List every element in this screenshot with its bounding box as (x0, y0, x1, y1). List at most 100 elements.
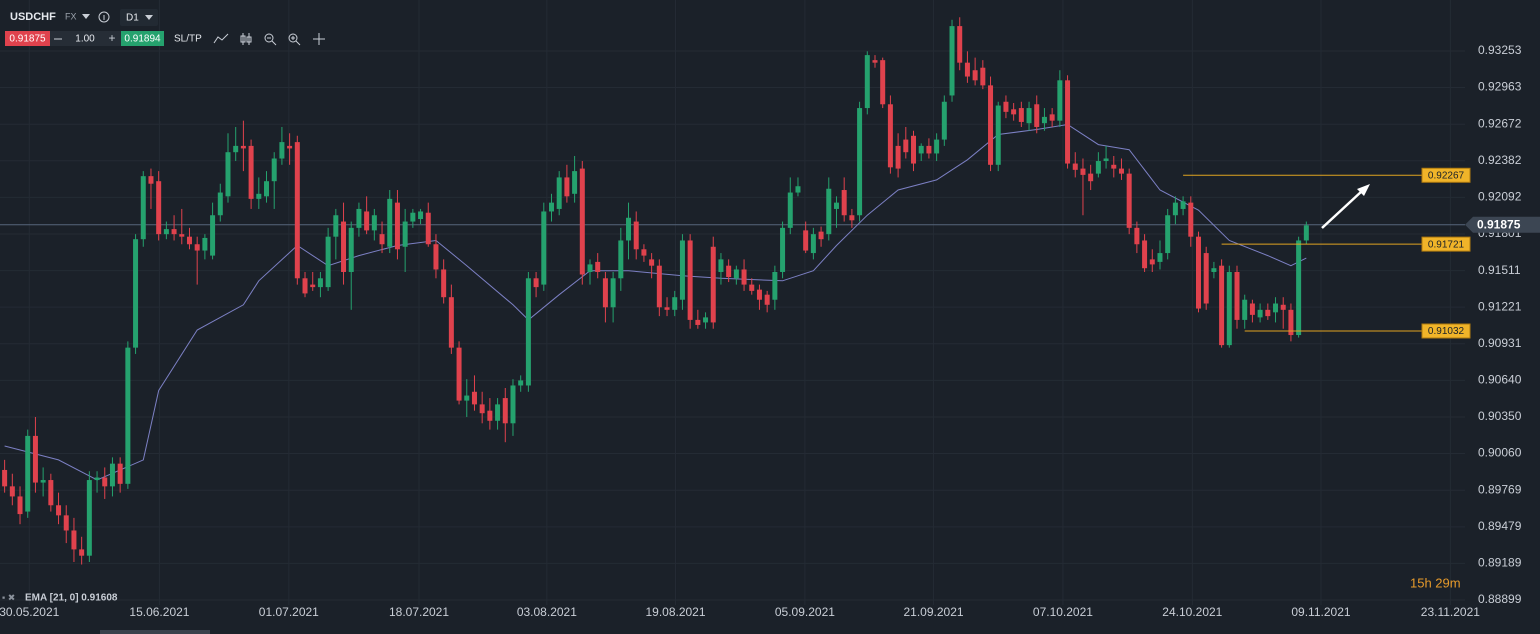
candle-body (525, 278, 531, 386)
candle-body (1188, 202, 1194, 237)
candle-body (287, 145, 293, 149)
ema-legend-controls[interactable]: ▪ ✖ (2, 592, 15, 602)
volume[interactable]: 1.00 (75, 34, 95, 45)
candle-body (1234, 271, 1240, 320)
candle-body (1303, 225, 1309, 241)
level-label: 0.91721 (1428, 239, 1465, 250)
level-tag (1421, 323, 1471, 339)
ask-price[interactable]: 0.91894 (124, 34, 161, 45)
market-dropdown[interactable] (82, 14, 90, 19)
candle-icon[interactable] (240, 33, 252, 45)
candle-body (941, 101, 947, 140)
volume-box (50, 31, 121, 46)
info-icon[interactable] (98, 11, 110, 23)
candle-body (441, 269, 447, 298)
candle-body (1149, 259, 1155, 265)
candle-body (1018, 108, 1024, 122)
x-tick-label: 23.11.2021 (1421, 605, 1480, 619)
candle-body (1142, 240, 1148, 269)
candle-body (626, 217, 632, 241)
candle-body (1095, 161, 1101, 174)
candle-body (310, 284, 316, 288)
candle-body (471, 391, 477, 405)
y-tick-label: 0.90640 (1478, 373, 1522, 387)
bid-price[interactable]: 0.91875 (9, 34, 46, 45)
candle-body (1103, 158, 1109, 162)
candle-body (572, 171, 578, 194)
sltp[interactable]: SL/TP (174, 34, 202, 45)
level-tag (1421, 236, 1471, 252)
candle-body (810, 234, 816, 254)
candle-body (25, 435, 31, 512)
candle-body (803, 230, 809, 251)
candle-body (317, 278, 323, 288)
candle-body (1172, 202, 1178, 216)
candle-body (772, 271, 778, 300)
candle-body (764, 294, 770, 305)
x-tick-label: 07.10.2021 (1033, 605, 1093, 619)
zoom-in-icon[interactable] (288, 33, 301, 46)
timeframe-dropdown[interactable] (145, 15, 153, 20)
candle-body (217, 192, 223, 216)
level-tag (1421, 167, 1471, 183)
candle-body (1072, 163, 1078, 170)
level-label: 0.91032 (1428, 326, 1465, 337)
candle-body (957, 26, 963, 63)
y-tick-label: 0.92672 (1478, 116, 1522, 130)
timeframe-box[interactable] (120, 9, 158, 26)
candle-body (171, 229, 177, 235)
x-tick-label: 01.07.2021 (259, 605, 319, 619)
zoom-out-icon[interactable] (264, 33, 277, 46)
timeframe[interactable]: D1 (126, 13, 139, 24)
candle-body (826, 188, 832, 235)
candle-body (656, 265, 662, 308)
candle-body (32, 435, 38, 483)
candle-body (541, 211, 547, 285)
candle-body (864, 55, 870, 109)
candle-body (256, 193, 262, 199)
candle-body (679, 240, 685, 300)
countdown: 15h 29m (1410, 575, 1461, 590)
candle-body (248, 145, 254, 199)
candle-body (1049, 114, 1055, 121)
candle-body (394, 202, 400, 250)
x-tick-label: 21.09.2021 (904, 605, 964, 619)
candle-body (63, 515, 69, 531)
x-tick-label: 19.08.2021 (645, 605, 705, 619)
candle-body (695, 319, 701, 325)
candle-body (71, 530, 77, 550)
pan-icon[interactable] (313, 33, 325, 45)
candle-body (102, 477, 108, 487)
symbol[interactable]: USDCHF (10, 11, 56, 23)
candle-body (1288, 309, 1294, 336)
candle-body (1080, 168, 1086, 175)
candle-body (9, 486, 15, 497)
buy-button[interactable] (121, 31, 164, 46)
candle-body (903, 139, 909, 153)
candle-body (741, 269, 747, 285)
candle-body (348, 227, 354, 272)
candle-body (841, 190, 847, 216)
candle-body (1219, 265, 1225, 346)
candle-body (264, 181, 270, 197)
x-tick-label: 18.07.2021 (389, 605, 449, 619)
volume-plus[interactable]: + (108, 31, 115, 45)
scrollbar[interactable] (100, 630, 210, 634)
candle-body (1003, 101, 1009, 112)
candle-body (94, 477, 100, 481)
candle-body (240, 145, 246, 149)
candle-body (302, 278, 308, 294)
candle-body (610, 278, 616, 308)
line-chart-icon[interactable] (213, 33, 229, 44)
candle-body (456, 347, 462, 401)
sell-button[interactable] (5, 31, 50, 46)
candle-body (618, 240, 624, 279)
candle-body (186, 236, 192, 245)
x-tick-label: 24.10.2021 (1162, 605, 1222, 619)
candle-body (564, 177, 570, 197)
price-axis (1465, 0, 1540, 634)
candle-body (911, 135, 917, 164)
candle-body (887, 104, 893, 168)
candle-body (895, 145, 901, 169)
